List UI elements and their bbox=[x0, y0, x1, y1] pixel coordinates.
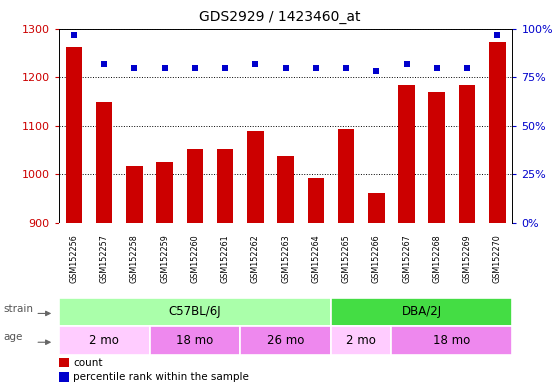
Text: GSM152266: GSM152266 bbox=[372, 234, 381, 283]
Bar bbox=[277, 156, 294, 223]
Point bbox=[281, 65, 290, 71]
Point bbox=[493, 31, 502, 38]
Text: GSM152259: GSM152259 bbox=[160, 234, 169, 283]
Bar bbox=[331, 326, 391, 355]
Point bbox=[221, 65, 230, 71]
Point bbox=[130, 65, 139, 71]
Bar bbox=[247, 131, 264, 223]
Text: GDS2929 / 1423460_at: GDS2929 / 1423460_at bbox=[199, 10, 361, 24]
Text: strain: strain bbox=[3, 303, 33, 314]
Text: GSM152261: GSM152261 bbox=[221, 234, 230, 283]
Point bbox=[342, 65, 351, 71]
Bar bbox=[217, 149, 234, 223]
Bar bbox=[59, 358, 69, 367]
Bar bbox=[368, 193, 385, 223]
Text: GSM152270: GSM152270 bbox=[493, 234, 502, 283]
Text: count: count bbox=[73, 358, 103, 368]
Text: GSM152263: GSM152263 bbox=[281, 234, 290, 283]
Bar bbox=[150, 326, 240, 355]
Point bbox=[311, 65, 320, 71]
Point bbox=[463, 65, 472, 71]
Bar bbox=[156, 162, 173, 223]
Bar bbox=[338, 129, 354, 223]
Bar bbox=[126, 166, 143, 223]
Point bbox=[69, 31, 78, 38]
Text: GSM152257: GSM152257 bbox=[100, 234, 109, 283]
Text: 26 mo: 26 mo bbox=[267, 334, 304, 347]
Bar bbox=[186, 149, 203, 223]
Text: GSM152260: GSM152260 bbox=[190, 234, 199, 283]
Bar bbox=[240, 326, 331, 355]
Text: GSM152267: GSM152267 bbox=[402, 234, 411, 283]
Point bbox=[190, 65, 199, 71]
Text: 18 mo: 18 mo bbox=[176, 334, 213, 347]
Text: GSM152269: GSM152269 bbox=[463, 234, 472, 283]
Text: age: age bbox=[3, 332, 22, 343]
Text: 2 mo: 2 mo bbox=[346, 334, 376, 347]
Bar bbox=[96, 103, 113, 223]
Text: GSM152265: GSM152265 bbox=[342, 234, 351, 283]
Text: GSM152258: GSM152258 bbox=[130, 234, 139, 283]
Point bbox=[160, 65, 169, 71]
Text: DBA/2J: DBA/2J bbox=[402, 306, 442, 318]
Bar bbox=[59, 326, 150, 355]
Text: GSM152268: GSM152268 bbox=[432, 234, 441, 283]
Point bbox=[372, 68, 381, 74]
Text: GSM152256: GSM152256 bbox=[69, 234, 78, 283]
Bar bbox=[428, 92, 445, 223]
Text: 2 mo: 2 mo bbox=[89, 334, 119, 347]
Text: C57BL/6J: C57BL/6J bbox=[169, 306, 221, 318]
Bar bbox=[459, 84, 475, 223]
Bar bbox=[391, 326, 512, 355]
Point bbox=[251, 61, 260, 67]
Text: 18 mo: 18 mo bbox=[433, 334, 470, 347]
Bar bbox=[489, 42, 506, 223]
Text: percentile rank within the sample: percentile rank within the sample bbox=[73, 372, 249, 382]
Bar bbox=[59, 298, 331, 326]
Text: GSM152262: GSM152262 bbox=[251, 234, 260, 283]
Point bbox=[100, 61, 109, 67]
Point bbox=[432, 65, 441, 71]
Bar bbox=[307, 178, 324, 223]
Point bbox=[402, 61, 411, 67]
Bar bbox=[66, 47, 82, 223]
Bar bbox=[59, 372, 69, 382]
Bar bbox=[398, 84, 415, 223]
Text: GSM152264: GSM152264 bbox=[311, 234, 320, 283]
Bar bbox=[331, 298, 512, 326]
